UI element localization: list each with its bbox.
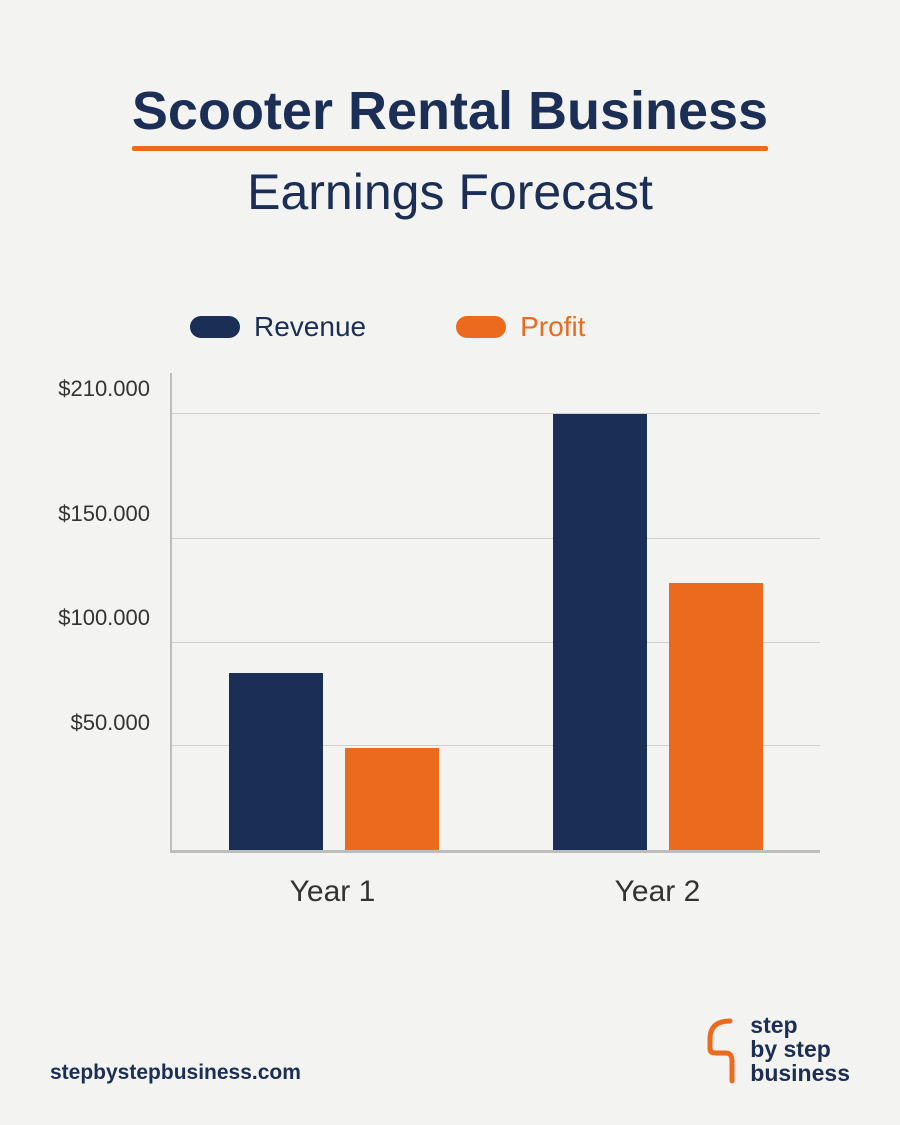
x-axis-labels: Year 1 Year 2	[170, 875, 820, 909]
y-tick-label: $210.000	[58, 376, 150, 402]
bar-group-year1	[172, 373, 496, 850]
legend-swatch-revenue	[190, 316, 240, 338]
title-main-text: Scooter Rental Business	[132, 81, 768, 141]
chart-legend: Revenue Profit	[190, 311, 850, 343]
title-sub: Earnings Forecast	[50, 163, 850, 221]
chart-plot	[170, 373, 820, 853]
legend-label-profit: Profit	[520, 311, 585, 343]
title-main: Scooter Rental Business	[132, 80, 768, 157]
y-tick-label: $100.000	[58, 605, 150, 631]
y-axis: $50.000 $100.000 $150.000 $210.000	[50, 373, 160, 853]
legend-swatch-profit	[456, 316, 506, 338]
y-tick-label: $150.000	[58, 501, 150, 527]
logo-bracket-icon	[700, 1013, 742, 1085]
bar-revenue-year1	[229, 673, 323, 850]
bar-revenue-year2	[553, 414, 647, 850]
title-block: Scooter Rental Business Earnings Forecas…	[50, 80, 850, 221]
footer: stepbystepbusiness.com step by step busi…	[50, 1013, 850, 1085]
logo-line-2: by step	[750, 1037, 850, 1061]
bars-container	[172, 373, 820, 850]
logo-line-3: business	[750, 1061, 850, 1085]
legend-item-profit: Profit	[456, 311, 585, 343]
bar-group-year2	[496, 373, 820, 850]
x-label-year1: Year 1	[170, 875, 495, 909]
footer-url: stepbystepbusiness.com	[50, 1061, 301, 1085]
logo-text: step by step business	[750, 1013, 850, 1085]
infographic-container: Scooter Rental Business Earnings Forecas…	[0, 0, 900, 1125]
legend-item-revenue: Revenue	[190, 311, 366, 343]
logo-line-1: step	[750, 1013, 850, 1037]
x-label-year2: Year 2	[495, 875, 820, 909]
chart-area: $50.000 $100.000 $150.000 $210.000	[170, 373, 820, 853]
bar-profit-year1	[345, 748, 439, 850]
bar-profit-year2	[669, 583, 763, 850]
y-tick-label: $50.000	[70, 710, 150, 736]
title-underline	[132, 146, 768, 151]
logo: step by step business	[700, 1013, 850, 1085]
legend-label-revenue: Revenue	[254, 311, 366, 343]
